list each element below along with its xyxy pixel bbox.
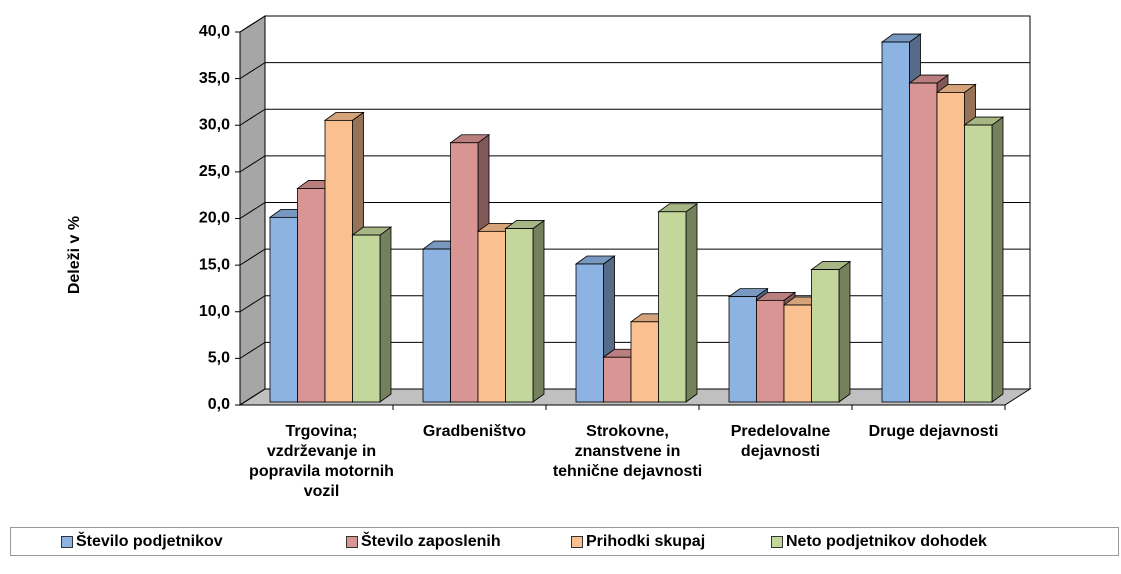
legend-swatch [571, 535, 583, 548]
grid-line [239, 62, 266, 80]
grid-line [239, 155, 266, 173]
bar [297, 188, 326, 403]
legend-item: Število podjetnikov [61, 533, 223, 551]
legend-label: Neto podjetnikov dohodek [786, 532, 987, 550]
legend-item: Število zaposlenih [346, 533, 501, 551]
x-tick-label: Trgovina; vzdrževanje in popravila motor… [249, 423, 394, 500]
y-tick-label: 40,0 [199, 23, 230, 40]
bar-side [685, 202, 698, 403]
grid-line [239, 295, 266, 313]
y-tick-label: 20,0 [199, 210, 230, 227]
bar [603, 356, 632, 403]
y-tick-label: 30,0 [199, 116, 230, 133]
bar [505, 228, 534, 403]
y-tick-label: 0,0 [208, 396, 230, 413]
bar [575, 263, 604, 403]
bar [728, 296, 757, 403]
x-tick-label: Predelovalne dejavnosti [730, 423, 831, 460]
bar [811, 269, 840, 403]
bar-side [532, 219, 545, 403]
bar [936, 92, 965, 403]
legend-label: Število podjetnikov [76, 532, 223, 550]
y-axis-label: Deleži v % [66, 216, 83, 294]
bar-side [379, 226, 392, 403]
grid-line [239, 248, 266, 266]
legend: Število podjetnikov Število zaposlenih Pri… [10, 527, 1119, 556]
legend-label: Prihodki skupaj [586, 532, 706, 550]
grid-line [239, 341, 266, 359]
legend-swatch [346, 535, 358, 548]
legend-label: Število zaposlenih [361, 532, 501, 550]
grid-line [239, 202, 266, 219]
y-tick-label: 10,0 [199, 303, 230, 320]
legend-item: Neto podjetnikov dohodek [771, 533, 987, 551]
y-tick-label: 5,0 [208, 350, 230, 367]
bar [658, 211, 687, 403]
legend-swatch [61, 535, 73, 548]
bar [881, 41, 910, 403]
x-tick-label: Druge dejavnosti [868, 423, 999, 440]
grid-line [239, 108, 266, 126]
bar [909, 82, 938, 403]
bar [964, 124, 993, 403]
x-tick-label: Strokovne, znanstvene in tehnične dejavn… [552, 423, 703, 480]
grid-line [239, 15, 266, 33]
legend-swatch [771, 535, 783, 548]
bar [450, 142, 479, 403]
bar [324, 119, 353, 403]
bar [756, 299, 785, 403]
grid-line [239, 388, 266, 406]
bar [783, 304, 812, 403]
bar [352, 234, 381, 403]
bar [269, 216, 298, 403]
y-tick-label: 35,0 [199, 70, 230, 87]
bar [630, 321, 659, 403]
y-tick-label: 15,0 [199, 256, 230, 273]
bar [422, 248, 451, 403]
x-tick-label: Gradbeništvo [422, 423, 527, 440]
legend-item: Prihodki skupaj [571, 533, 705, 551]
bar [477, 230, 506, 403]
y-tick-label: 25,0 [199, 163, 230, 180]
bar-side [838, 260, 851, 403]
bar-side [991, 116, 1004, 403]
